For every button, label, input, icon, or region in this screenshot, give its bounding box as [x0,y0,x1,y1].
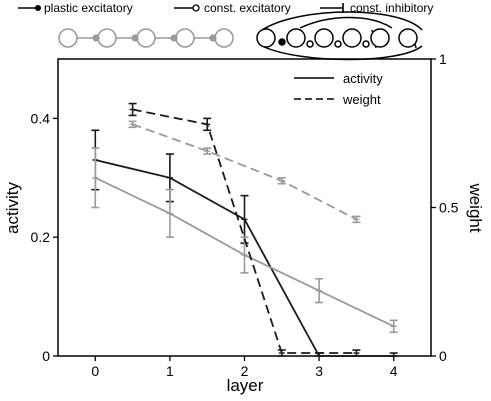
series-layer [91,102,398,357]
legend-const-excitatory: const. excitatory [204,1,291,15]
y-left-tick-label: 0.4 [31,110,51,126]
legend-plastic-excitatory: plastic excitatory [44,1,133,15]
inhibitory-network-diagram [256,11,423,61]
connection-legend: plastic excitatory const. excitatory con… [18,1,433,15]
series-1 [91,147,398,334]
x-tick-label: 1 [166,363,174,379]
y-axis-left-title: activity [3,182,22,234]
legend-activity-label: activity [343,71,383,86]
filled-dot-icon [35,5,41,11]
x-axis-title: layer [227,376,264,395]
y-right-tick-label: 0.5 [439,200,459,216]
x-tick-label: 0 [91,363,99,379]
x-tick-label: 4 [390,363,398,379]
y-right-tick-label: 1 [439,51,447,67]
legend-weight-label: weight [342,92,381,107]
series-line [132,123,357,221]
ticks-layer: 0 1 2 3 4 0 0.2 0.4 0 0.5 1 [31,51,459,379]
legend-const-inhibitory: const. inhibitory [350,1,433,15]
open-dot-icon [192,4,200,12]
y-right-tick-label: 0 [439,348,447,364]
y-left-tick-label: 0.2 [31,229,51,245]
series-line [132,108,357,354]
y-axis-right-title: weight [466,182,485,232]
plastic-chain-diagram [58,28,234,48]
series-3 [128,120,361,224]
plot-legend: activity weight [294,71,383,107]
x-tick-label: 3 [315,363,323,379]
y-left-tick-label: 0 [42,348,50,364]
x-tick-label: 2 [241,363,249,379]
series-2 [128,102,361,357]
